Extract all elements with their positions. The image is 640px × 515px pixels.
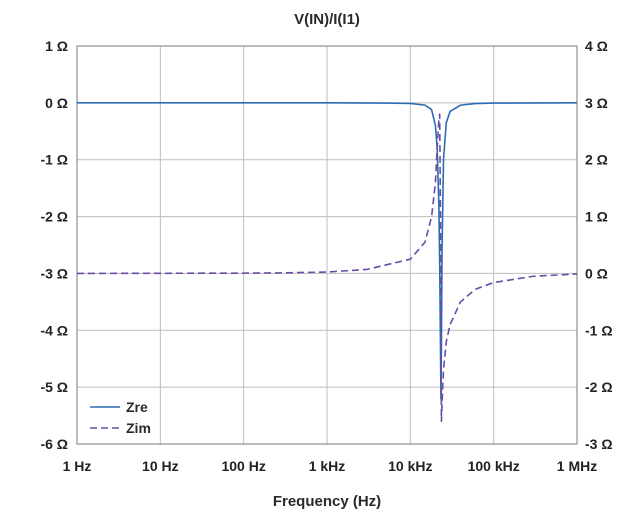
y-right-tick-label: 4 Ω	[585, 38, 608, 54]
x-tick-label: 100 kHz	[468, 458, 520, 474]
x-tick-label: 1 kHz	[309, 458, 346, 474]
legend-label-zre: Zre	[126, 399, 148, 415]
y-left-tick-label: -1 Ω	[40, 152, 68, 168]
y-right-tick-label: -3 Ω	[585, 436, 613, 452]
y-left-tick-label: -2 Ω	[40, 209, 68, 225]
chart-title: V(IN)/I(I1)	[294, 11, 360, 28]
y-left-tick-label: -6 Ω	[40, 436, 68, 452]
y-right-tick-label: 1 Ω	[585, 209, 608, 225]
x-tick-label: 1 Hz	[63, 458, 92, 474]
y-left-tick-label: -5 Ω	[40, 379, 68, 395]
x-tick-label: 1 MHz	[557, 458, 597, 474]
y-right-tick-label: -2 Ω	[585, 379, 613, 395]
x-axis-label: Frequency (Hz)	[273, 493, 381, 510]
series-layer	[76, 102, 578, 423]
x-tick-label: 100 Hz	[221, 458, 265, 474]
y-left-tick-label: -4 Ω	[40, 322, 68, 338]
tick-labels: 1 Hz 10 Hz 100 Hz 1 kHz 10 kHz 100 kHz 1 MHz 1 …	[40, 38, 612, 474]
y-left-tick-label: -3 Ω	[40, 265, 68, 281]
y-left-tick-label: 0 Ω	[45, 95, 68, 111]
y-right-tick-label: -1 Ω	[585, 322, 613, 338]
x-tick-label: 10 kHz	[388, 458, 432, 474]
legend: Zre Zim	[90, 399, 151, 436]
plot-frame	[76, 45, 578, 445]
y-left-tick-label: 1 Ω	[45, 38, 68, 54]
y-right-tick-label: 0 Ω	[585, 265, 608, 281]
grid	[76, 45, 578, 445]
y-right-tick-label: 2 Ω	[585, 152, 608, 168]
legend-label-zim: Zim	[126, 420, 151, 436]
x-tick-label: 10 Hz	[142, 458, 179, 474]
y-right-tick-label: 3 Ω	[585, 95, 608, 111]
series-line-zim	[76, 113, 578, 423]
